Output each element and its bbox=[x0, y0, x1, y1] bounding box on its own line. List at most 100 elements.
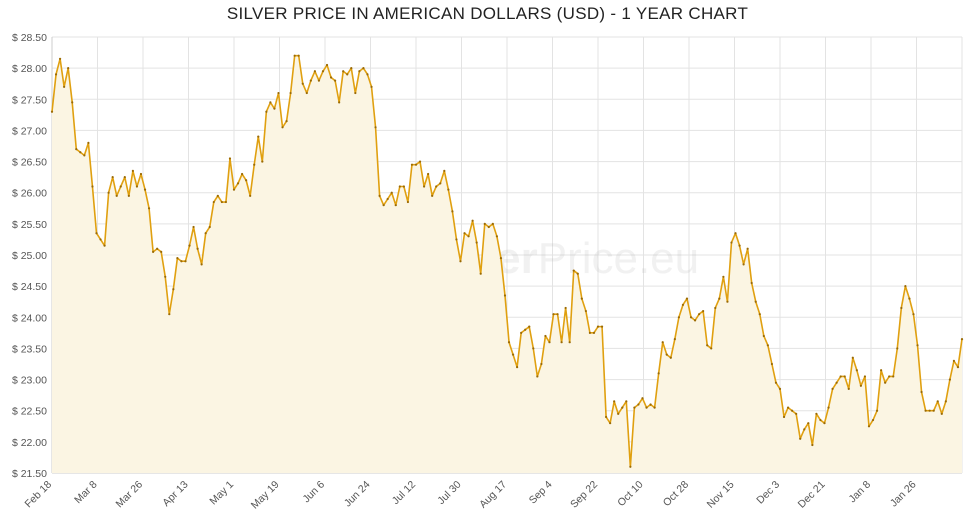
data-point bbox=[403, 185, 405, 187]
data-point bbox=[852, 357, 854, 359]
data-point bbox=[281, 126, 283, 128]
data-point bbox=[213, 201, 215, 203]
data-point bbox=[755, 301, 757, 303]
data-point bbox=[472, 220, 474, 222]
data-point bbox=[184, 260, 186, 262]
data-point bbox=[763, 335, 765, 337]
y-axis: $ 21.50 $ 22.00 $ 22.50 $ 23.00 $ 23.50 $ 24.… bbox=[12, 32, 47, 480]
data-point bbox=[836, 382, 838, 384]
data-point bbox=[937, 400, 939, 402]
data-point bbox=[593, 332, 595, 334]
data-point bbox=[844, 375, 846, 377]
data-point bbox=[192, 226, 194, 228]
data-point bbox=[391, 192, 393, 194]
x-tick-label: Jul 12 bbox=[390, 479, 418, 507]
data-point bbox=[504, 294, 506, 296]
data-point bbox=[379, 195, 381, 197]
data-point bbox=[925, 410, 927, 412]
x-tick-label: Jan 26 bbox=[888, 479, 919, 510]
data-point bbox=[645, 407, 647, 409]
data-point bbox=[112, 176, 114, 178]
data-point bbox=[407, 201, 409, 203]
data-point bbox=[467, 235, 469, 237]
data-point bbox=[771, 363, 773, 365]
y-tick-label: $ 25.00 bbox=[12, 250, 47, 262]
data-point bbox=[807, 422, 809, 424]
data-point bbox=[447, 189, 449, 191]
data-point bbox=[205, 232, 207, 234]
data-point bbox=[892, 375, 894, 377]
data-point bbox=[548, 341, 550, 343]
data-point bbox=[912, 313, 914, 315]
data-point bbox=[197, 248, 199, 250]
data-point bbox=[714, 307, 716, 309]
data-point bbox=[856, 369, 858, 371]
data-point bbox=[463, 232, 465, 234]
data-point bbox=[152, 251, 154, 253]
y-tick-label: $ 27.50 bbox=[12, 94, 47, 106]
data-point bbox=[354, 92, 356, 94]
data-point bbox=[395, 204, 397, 206]
data-point bbox=[819, 419, 821, 421]
data-point bbox=[625, 400, 627, 402]
data-point bbox=[920, 391, 922, 393]
x-tick-label: Oct 28 bbox=[661, 479, 691, 509]
data-point bbox=[484, 223, 486, 225]
data-point bbox=[245, 179, 247, 181]
data-point bbox=[751, 282, 753, 284]
data-point bbox=[91, 185, 93, 187]
data-point bbox=[322, 70, 324, 72]
data-point bbox=[779, 388, 781, 390]
y-tick-label: $ 26.00 bbox=[12, 188, 47, 200]
data-point bbox=[59, 58, 61, 60]
data-point bbox=[605, 416, 607, 418]
data-point bbox=[569, 341, 571, 343]
data-point bbox=[269, 101, 271, 103]
data-point bbox=[686, 298, 688, 300]
data-point bbox=[848, 388, 850, 390]
data-point bbox=[431, 195, 433, 197]
data-point bbox=[67, 67, 69, 69]
x-tick-label: Jun 6 bbox=[300, 479, 327, 506]
x-tick-label: Nov 15 bbox=[705, 479, 737, 511]
x-tick-label: Sep 4 bbox=[527, 479, 555, 507]
data-point bbox=[589, 332, 591, 334]
data-point bbox=[561, 341, 563, 343]
data-point bbox=[423, 185, 425, 187]
data-point bbox=[674, 338, 676, 340]
data-point bbox=[949, 378, 951, 380]
y-tick-label: $ 27.00 bbox=[12, 125, 47, 137]
data-point bbox=[225, 201, 227, 203]
data-point bbox=[694, 319, 696, 321]
data-point bbox=[451, 210, 453, 212]
data-point bbox=[427, 173, 429, 175]
data-point bbox=[261, 160, 263, 162]
data-point bbox=[896, 347, 898, 349]
data-point bbox=[326, 64, 328, 66]
data-point bbox=[488, 226, 490, 228]
data-point bbox=[476, 241, 478, 243]
y-tick-label: $ 23.00 bbox=[12, 375, 47, 387]
y-tick-label: $ 22.00 bbox=[12, 437, 47, 449]
data-point bbox=[613, 400, 615, 402]
x-tick-label: Mar 26 bbox=[114, 479, 146, 511]
data-point bbox=[95, 232, 97, 234]
data-point bbox=[350, 67, 352, 69]
data-point bbox=[722, 276, 724, 278]
data-point bbox=[265, 111, 267, 113]
data-point bbox=[51, 111, 53, 113]
data-point bbox=[520, 332, 522, 334]
data-point bbox=[811, 444, 813, 446]
data-point bbox=[597, 326, 599, 328]
data-point bbox=[609, 422, 611, 424]
y-tick-label: $ 25.50 bbox=[12, 219, 47, 231]
data-point bbox=[209, 226, 211, 228]
data-point bbox=[318, 80, 320, 82]
data-point bbox=[957, 366, 959, 368]
chart-area: GoldSilverPrice.eu $ 21.50$ 22.00$ 22.50… bbox=[0, 0, 975, 512]
data-point bbox=[500, 257, 502, 259]
data-point bbox=[730, 241, 732, 243]
data-point bbox=[876, 410, 878, 412]
data-point bbox=[83, 154, 85, 156]
data-point bbox=[601, 326, 603, 328]
